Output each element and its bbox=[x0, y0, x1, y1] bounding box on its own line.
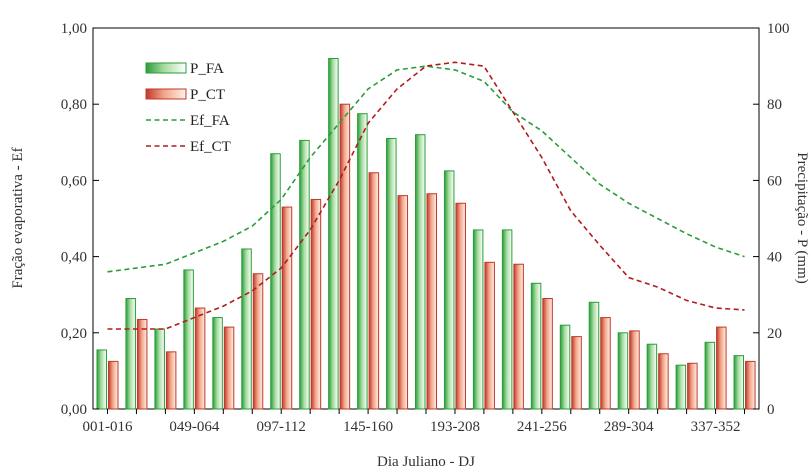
bar-p-ct bbox=[542, 298, 553, 410]
bar-p-ct bbox=[165, 351, 177, 410]
bar-p-ct bbox=[339, 103, 351, 410]
y-tick-label-right: 60 bbox=[767, 173, 782, 189]
x-tick-label: 337-352 bbox=[691, 419, 741, 435]
bars-layer bbox=[96, 57, 756, 410]
bar-p-fa bbox=[241, 248, 252, 410]
legend-swatch-p-fa bbox=[145, 62, 187, 74]
y-tick-label-left: 0,60 bbox=[61, 173, 87, 189]
bar-p-ct bbox=[716, 326, 727, 410]
bar-p-fa bbox=[415, 134, 426, 410]
bar-p-ct bbox=[136, 318, 148, 410]
bar-p-fa bbox=[443, 170, 455, 410]
line-ef-fa bbox=[107, 65, 745, 273]
y-tick-label-left: 0,00 bbox=[61, 402, 87, 418]
bar-p-fa bbox=[96, 349, 107, 410]
y-tick-label-left: 0,20 bbox=[61, 326, 87, 342]
legend-label-p-fa: P_FA bbox=[190, 61, 224, 77]
bar-p-ct bbox=[571, 336, 582, 410]
legend-label-ef-fa: Ef_FA bbox=[190, 113, 230, 129]
legend-label-ef-ct: Ef_CT bbox=[190, 139, 231, 155]
bar-p-fa bbox=[675, 364, 687, 410]
bar-p-ct bbox=[484, 261, 495, 410]
bar-p-fa bbox=[472, 229, 484, 410]
bar-p-fa bbox=[154, 328, 165, 410]
y-tick-label-right: 0 bbox=[767, 402, 775, 418]
bar-p-fa bbox=[704, 341, 716, 410]
line-ef-ct bbox=[107, 61, 745, 330]
legend-label-p-ct: P_CT bbox=[190, 87, 225, 103]
bar-p-ct bbox=[397, 195, 409, 410]
y-tick-label-left: 1,00 bbox=[61, 21, 87, 37]
bar-p-ct bbox=[455, 202, 466, 410]
x-tick-label: 049-064 bbox=[169, 419, 219, 435]
bar-p-ct bbox=[426, 193, 437, 410]
bar-p-ct bbox=[745, 360, 756, 410]
bar-p-ct bbox=[658, 353, 669, 410]
bar-p-fa bbox=[212, 317, 223, 410]
bar-p-fa bbox=[386, 137, 397, 410]
y-axis-title-left: Fração evaporativa - Ef bbox=[10, 147, 26, 288]
bar-p-fa bbox=[501, 229, 513, 410]
x-tick-label: 289-304 bbox=[604, 419, 654, 435]
axes-layer: 0,00 0,20 0,40 0,60 0,80 1,00 0 20 40 60 80 100 001-… bbox=[61, 21, 790, 435]
bar-p-ct bbox=[687, 362, 698, 410]
bar-p-fa bbox=[617, 332, 629, 410]
bar-p-fa bbox=[646, 343, 658, 410]
y-tick-label-right: 20 bbox=[767, 326, 782, 342]
bar-p-fa bbox=[733, 355, 745, 410]
x-tick-label: 193-208 bbox=[430, 419, 480, 435]
bar-p-ct bbox=[600, 317, 611, 410]
legend: P_FA P_CT Ef_FA Ef_CT bbox=[145, 61, 231, 155]
y-tick-label-left: 0,80 bbox=[61, 97, 87, 113]
bar-p-fa bbox=[299, 139, 310, 410]
y-tick-label-right: 80 bbox=[767, 97, 782, 113]
bar-p-ct bbox=[194, 307, 206, 410]
y-tick-label-right: 40 bbox=[767, 250, 782, 266]
bar-p-ct bbox=[310, 198, 322, 410]
bar-p-ct bbox=[252, 273, 264, 410]
x-tick-label: 001-016 bbox=[82, 419, 132, 435]
bar-p-fa bbox=[270, 153, 281, 410]
bar-p-ct bbox=[107, 360, 119, 410]
bar-p-fa bbox=[588, 301, 600, 410]
bar-p-fa bbox=[530, 282, 542, 410]
lines-layer bbox=[107, 61, 745, 330]
bar-p-fa bbox=[125, 298, 136, 410]
legend-swatch-p-ct bbox=[145, 88, 187, 100]
bar-p-fa bbox=[328, 57, 339, 410]
bar-p-ct bbox=[513, 263, 524, 410]
x-tick-label: 097-112 bbox=[256, 419, 305, 435]
x-tick-label: 145-160 bbox=[343, 419, 393, 435]
bar-p-ct bbox=[223, 326, 235, 410]
bar-p-ct bbox=[281, 206, 293, 410]
y-tick-label-left: 0,40 bbox=[61, 250, 87, 266]
bar-p-ct bbox=[629, 330, 640, 410]
bar-p-fa bbox=[183, 269, 194, 410]
bar-p-fa bbox=[357, 113, 368, 410]
y-tick-label-right: 100 bbox=[767, 21, 790, 37]
x-axis-title: Dia Juliano - DJ bbox=[377, 454, 475, 470]
y-axis-title-right: Precipitação - P (mm) bbox=[794, 152, 810, 283]
bar-p-ct bbox=[368, 172, 380, 410]
x-tick-label: 241-256 bbox=[517, 419, 567, 435]
bar-p-fa bbox=[559, 324, 571, 410]
